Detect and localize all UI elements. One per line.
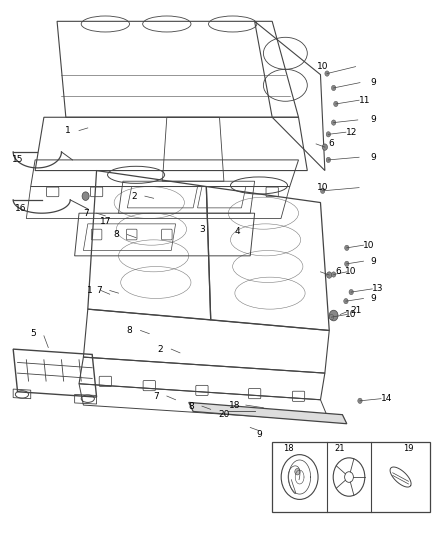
Circle shape bbox=[333, 101, 337, 107]
Text: 16: 16 bbox=[15, 205, 27, 213]
Circle shape bbox=[326, 272, 331, 278]
Text: 21: 21 bbox=[333, 445, 344, 453]
Text: 10: 10 bbox=[362, 241, 374, 249]
Text: 6: 6 bbox=[328, 140, 334, 148]
Bar bbox=[272, 442, 429, 512]
Text: 5: 5 bbox=[30, 329, 36, 337]
Circle shape bbox=[325, 132, 330, 137]
Text: 8: 8 bbox=[126, 326, 132, 335]
Text: 2: 2 bbox=[157, 345, 162, 353]
Text: 7: 7 bbox=[95, 286, 102, 295]
Text: 9: 9 bbox=[369, 257, 375, 265]
Text: 9: 9 bbox=[255, 430, 261, 439]
Text: 9: 9 bbox=[369, 294, 375, 303]
Circle shape bbox=[343, 298, 347, 304]
Text: 4: 4 bbox=[234, 228, 239, 236]
Text: 9: 9 bbox=[369, 153, 375, 161]
Circle shape bbox=[348, 289, 353, 295]
Text: 13: 13 bbox=[371, 285, 382, 293]
Circle shape bbox=[328, 314, 333, 320]
Text: 17: 17 bbox=[99, 217, 111, 225]
Text: 8: 8 bbox=[113, 230, 119, 239]
Text: 1: 1 bbox=[87, 286, 93, 295]
Text: 11: 11 bbox=[358, 96, 369, 104]
Text: 10: 10 bbox=[316, 62, 328, 71]
Circle shape bbox=[324, 71, 328, 76]
Text: 20: 20 bbox=[218, 410, 229, 419]
Circle shape bbox=[357, 398, 361, 403]
Text: 10: 10 bbox=[345, 310, 356, 319]
Circle shape bbox=[331, 120, 335, 125]
Text: 21: 21 bbox=[349, 306, 360, 314]
Text: 18: 18 bbox=[283, 445, 293, 453]
Circle shape bbox=[82, 192, 89, 200]
Text: 19: 19 bbox=[403, 445, 413, 453]
Circle shape bbox=[325, 157, 330, 163]
Text: 18: 18 bbox=[229, 401, 240, 409]
Circle shape bbox=[294, 469, 300, 475]
Text: 7: 7 bbox=[82, 209, 88, 217]
Text: 3: 3 bbox=[198, 225, 205, 233]
Circle shape bbox=[321, 144, 327, 150]
Polygon shape bbox=[188, 402, 346, 424]
Text: 9: 9 bbox=[369, 116, 375, 124]
Text: 10: 10 bbox=[345, 268, 356, 276]
Text: 10: 10 bbox=[316, 183, 328, 192]
Circle shape bbox=[328, 310, 337, 321]
Text: 14: 14 bbox=[380, 394, 391, 403]
Text: 12: 12 bbox=[345, 128, 356, 136]
Circle shape bbox=[331, 272, 335, 277]
Text: 8: 8 bbox=[187, 402, 194, 410]
Text: 15: 15 bbox=[12, 156, 23, 164]
Text: 6: 6 bbox=[334, 268, 340, 276]
Circle shape bbox=[344, 245, 348, 251]
Text: 9: 9 bbox=[369, 78, 375, 87]
Text: 2: 2 bbox=[131, 192, 136, 200]
Circle shape bbox=[320, 188, 324, 193]
Text: 1: 1 bbox=[65, 126, 71, 135]
Circle shape bbox=[331, 85, 335, 91]
Circle shape bbox=[344, 261, 348, 266]
Text: 7: 7 bbox=[152, 392, 159, 400]
